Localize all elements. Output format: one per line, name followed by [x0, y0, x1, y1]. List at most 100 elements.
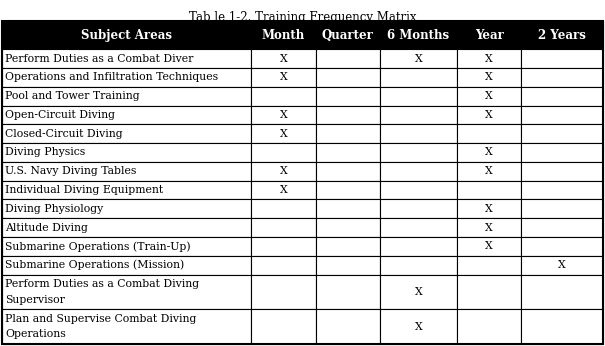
Bar — [522, 68, 603, 87]
Bar — [2, 309, 252, 344]
Bar — [457, 87, 522, 106]
Bar — [2, 162, 252, 181]
Text: Open-Circuit Diving: Open-Circuit Diving — [5, 110, 115, 120]
Bar — [522, 21, 603, 49]
Bar — [522, 181, 603, 199]
Text: X: X — [485, 72, 493, 82]
Bar — [380, 106, 457, 124]
Bar — [2, 218, 252, 237]
Bar — [252, 162, 316, 181]
Text: X: X — [485, 242, 493, 251]
Bar — [380, 143, 457, 162]
Bar — [316, 218, 380, 237]
Bar — [316, 49, 380, 68]
Bar — [252, 21, 316, 49]
Text: X: X — [485, 91, 493, 101]
Text: Tab le 1-2. Training Frequency Matrix: Tab le 1-2. Training Frequency Matrix — [189, 11, 416, 24]
Bar — [457, 218, 522, 237]
Bar — [380, 181, 457, 199]
Bar — [457, 199, 522, 218]
Bar — [522, 162, 603, 181]
Bar — [2, 199, 252, 218]
Bar — [316, 256, 380, 274]
Text: Diving Physics: Diving Physics — [5, 147, 85, 157]
Bar — [252, 49, 316, 68]
Text: X: X — [280, 54, 287, 64]
Bar — [252, 68, 316, 87]
Bar — [252, 218, 316, 237]
Bar — [2, 237, 252, 256]
Bar — [252, 274, 316, 309]
Bar — [2, 68, 252, 87]
Bar — [522, 199, 603, 218]
Bar — [316, 181, 380, 199]
Bar — [2, 49, 252, 68]
Bar — [316, 106, 380, 124]
Bar — [2, 181, 252, 199]
Bar — [252, 237, 316, 256]
Text: Pool and Tower Training: Pool and Tower Training — [5, 91, 140, 101]
Bar — [380, 162, 457, 181]
Bar — [2, 21, 252, 49]
Bar — [316, 124, 380, 143]
Bar — [522, 256, 603, 274]
Bar — [380, 199, 457, 218]
Bar — [316, 68, 380, 87]
Bar — [380, 274, 457, 309]
Bar — [522, 143, 603, 162]
Bar — [522, 274, 603, 309]
Text: Altitude Diving: Altitude Diving — [5, 222, 88, 233]
Text: X: X — [485, 147, 493, 157]
Text: Quarter: Quarter — [322, 29, 374, 42]
Bar — [380, 237, 457, 256]
Bar — [316, 162, 380, 181]
Bar — [457, 181, 522, 199]
Bar — [457, 68, 522, 87]
Bar — [252, 199, 316, 218]
Bar — [380, 256, 457, 274]
Text: Individual Diving Equipment: Individual Diving Equipment — [5, 185, 163, 195]
Bar — [252, 87, 316, 106]
Bar — [457, 143, 522, 162]
Bar — [2, 87, 252, 106]
Bar — [2, 124, 252, 143]
Bar — [522, 309, 603, 344]
Text: X: X — [280, 72, 287, 82]
Bar — [522, 218, 603, 237]
Bar — [316, 87, 380, 106]
Text: X: X — [280, 129, 287, 139]
Text: Operations: Operations — [5, 329, 66, 339]
Bar — [522, 124, 603, 143]
Text: X: X — [485, 166, 493, 176]
Text: X: X — [414, 54, 422, 64]
Text: X: X — [414, 322, 422, 331]
Bar — [380, 124, 457, 143]
Bar — [457, 162, 522, 181]
Text: X: X — [280, 185, 287, 195]
Bar — [522, 49, 603, 68]
Bar — [252, 256, 316, 274]
Text: X: X — [485, 222, 493, 233]
Bar — [457, 21, 522, 49]
Text: X: X — [485, 110, 493, 120]
Bar — [457, 124, 522, 143]
Bar — [316, 143, 380, 162]
Bar — [457, 237, 522, 256]
Text: Diving Physiology: Diving Physiology — [5, 204, 103, 214]
Text: U.S. Navy Diving Tables: U.S. Navy Diving Tables — [5, 166, 136, 176]
Bar — [252, 181, 316, 199]
Bar — [316, 21, 380, 49]
Bar — [316, 237, 380, 256]
Bar — [380, 87, 457, 106]
Text: Submarine Operations (Mission): Submarine Operations (Mission) — [5, 260, 185, 271]
Bar — [380, 218, 457, 237]
Bar — [2, 256, 252, 274]
Text: Operations and Infiltration Techniques: Operations and Infiltration Techniques — [5, 72, 218, 82]
Text: X: X — [558, 260, 566, 270]
Bar — [380, 309, 457, 344]
Text: Perform Duties as a Combat Diver: Perform Duties as a Combat Diver — [5, 54, 194, 64]
Text: X: X — [280, 110, 287, 120]
Bar — [457, 309, 522, 344]
Bar — [316, 309, 380, 344]
Text: Closed-Circuit Diving: Closed-Circuit Diving — [5, 129, 123, 139]
